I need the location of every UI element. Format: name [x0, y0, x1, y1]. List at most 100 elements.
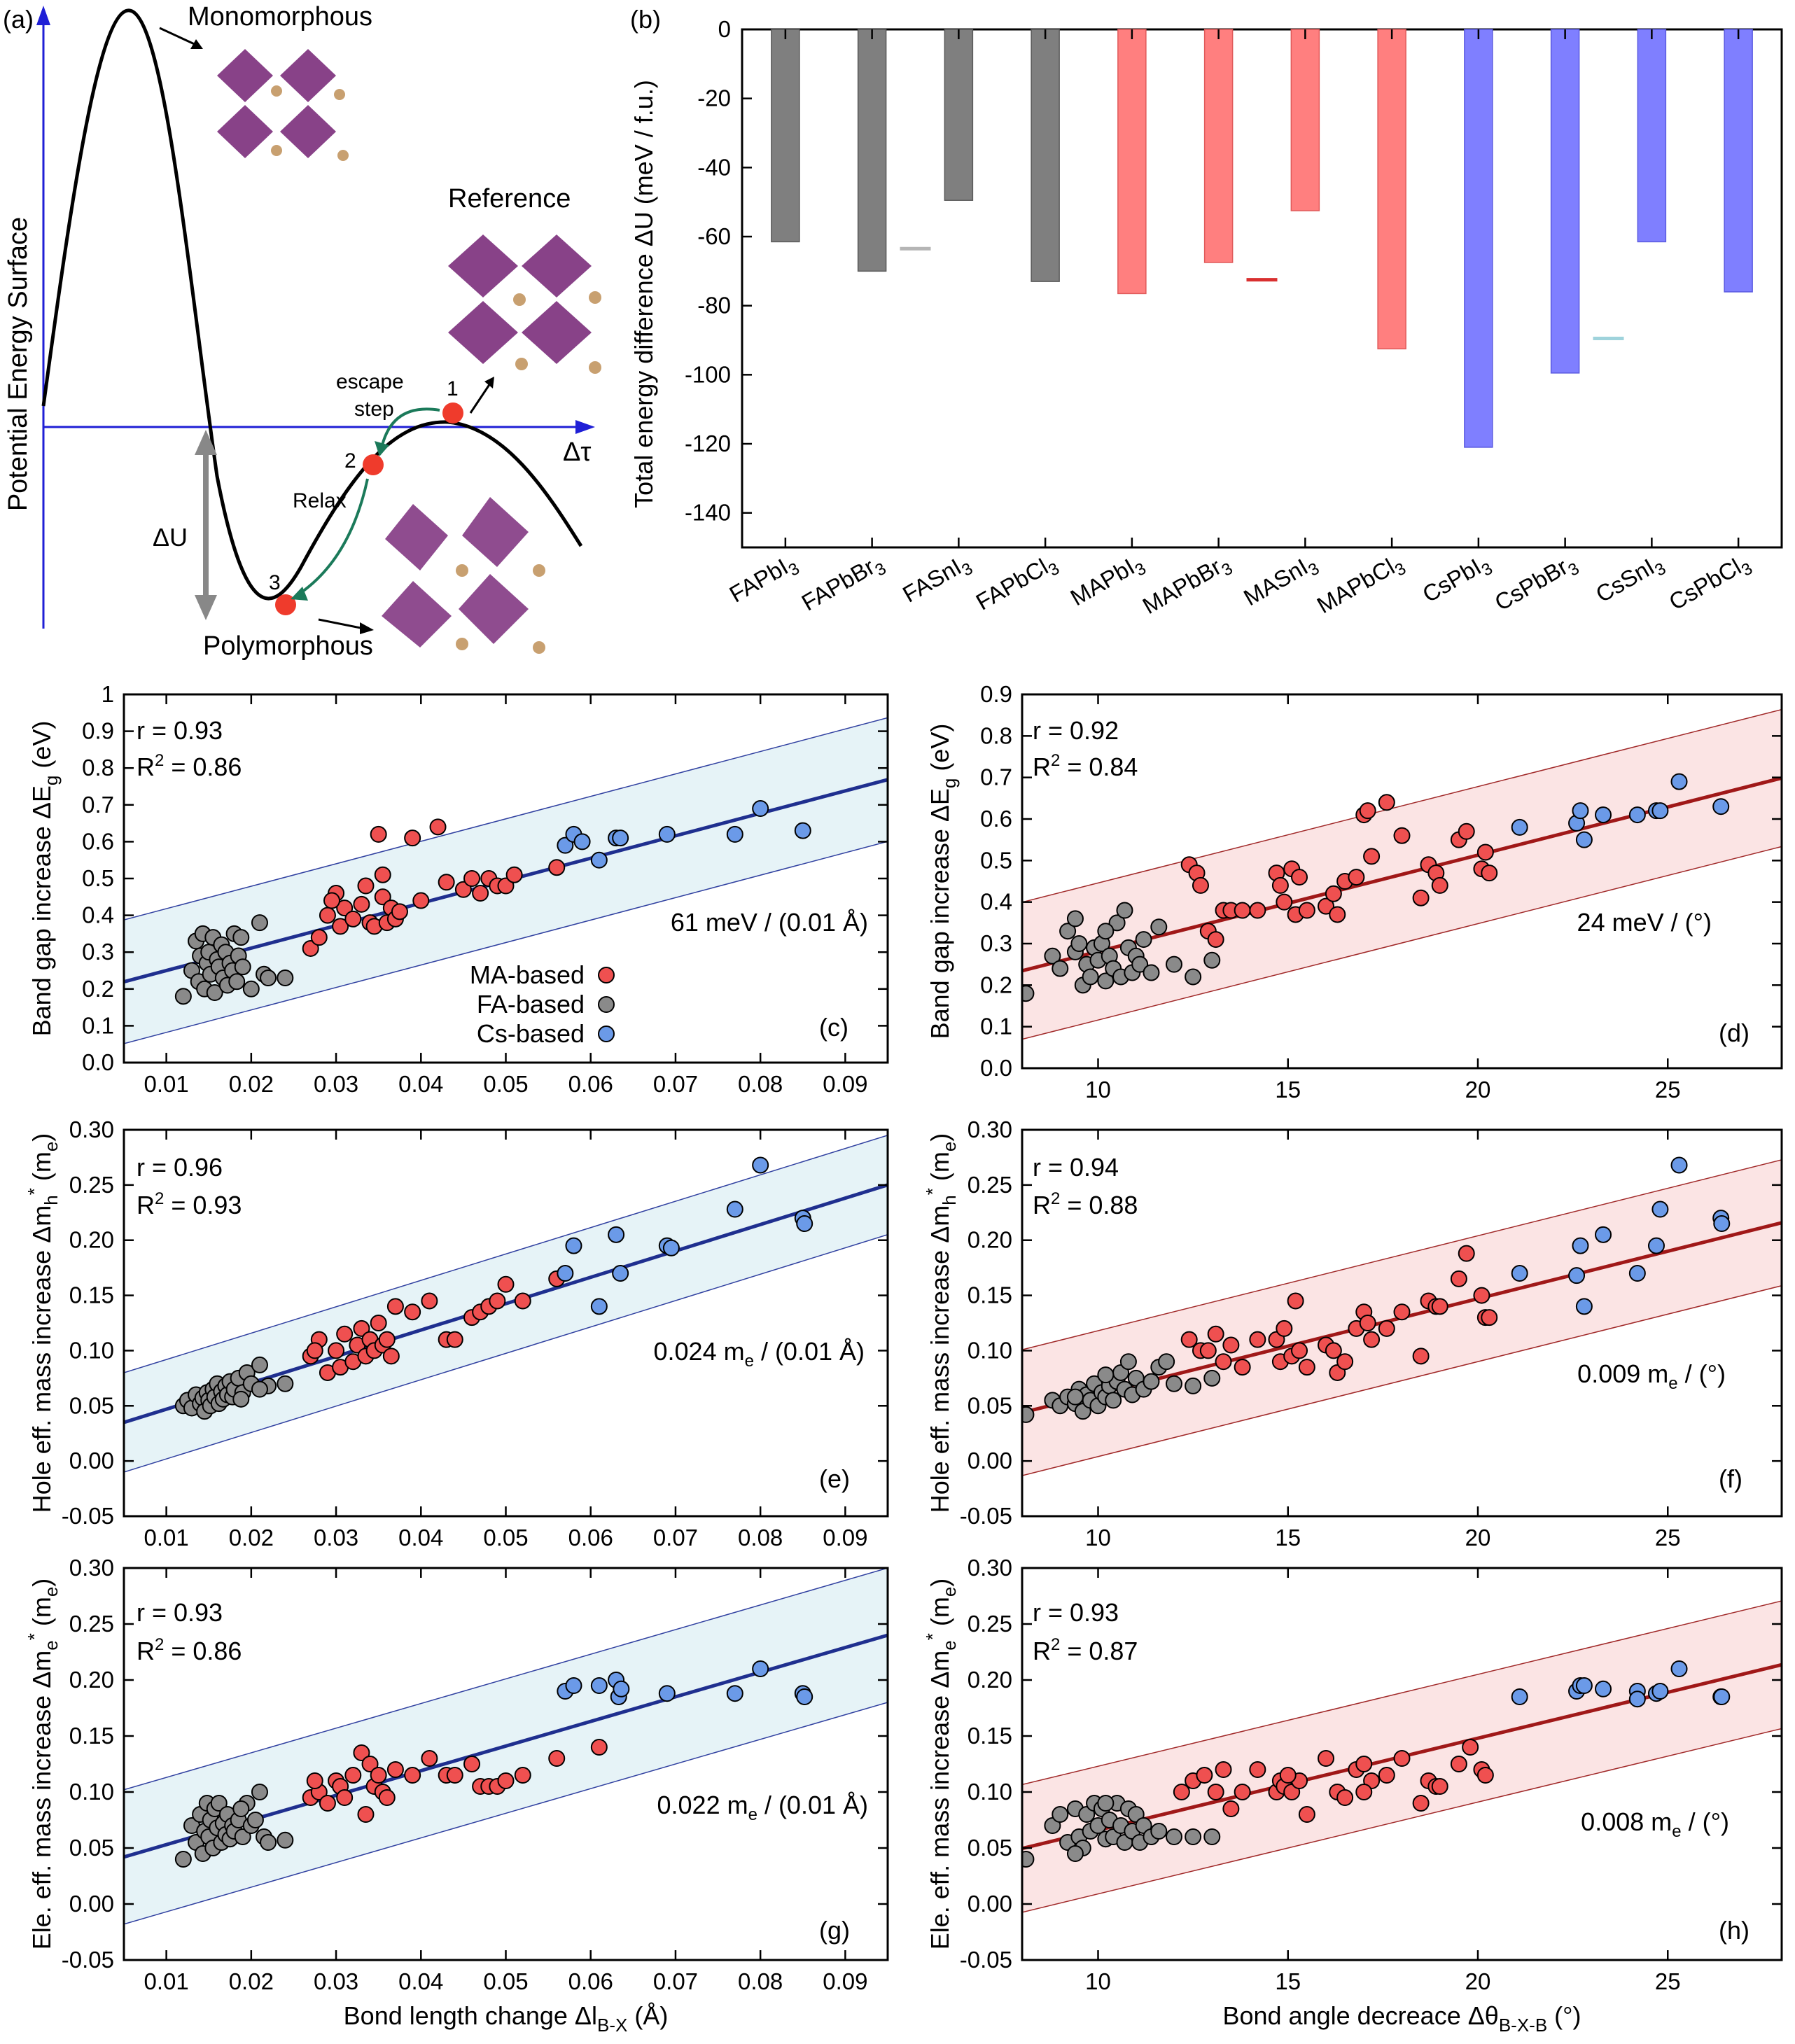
- data-point-Cs: [1651, 1200, 1669, 1218]
- panel-b-ytick-label: -100: [685, 361, 731, 387]
- ylabel-sub: g: [939, 778, 960, 788]
- xtick-label: 0.09: [823, 1071, 867, 1097]
- ylabel-sub: h: [41, 1195, 62, 1205]
- slope-sub: e: [1668, 1374, 1677, 1393]
- r2-sup: 2: [155, 1189, 164, 1208]
- data-point-Cs: [726, 1200, 743, 1218]
- data-point-FA: [1166, 1828, 1182, 1845]
- step-1-label: 1: [447, 377, 459, 400]
- data-point-FA: [1022, 1851, 1035, 1868]
- panel-e-ylabel: Hole eff. mass increase Δmh* (me): [24, 1133, 62, 1513]
- data-point-Cs: [1713, 1215, 1731, 1233]
- data-point-Cs: [752, 1660, 769, 1677]
- relax-arrowhead: [291, 587, 308, 601]
- legend-label-FA: FA-based: [477, 990, 585, 1018]
- data-point-Cs: [565, 1237, 582, 1254]
- panel-b-ytick-label: 0: [718, 16, 731, 42]
- ytick-label: 0.15: [968, 1282, 1012, 1308]
- data-point-MA: [1291, 869, 1308, 886]
- data-point-FA: [1158, 1353, 1175, 1371]
- r2-sup: 2: [1051, 751, 1060, 770]
- data-point-MA: [429, 818, 447, 836]
- panel-b-ylabel: Total energy difference ΔU (meV / f.u.): [629, 80, 658, 508]
- slope-annotation: 24 meV / (°): [1577, 908, 1712, 937]
- ylabel-main: Ele. eff. mass increase Δm: [27, 1651, 56, 1950]
- data-point-FA: [1131, 955, 1149, 973]
- data-point-MA: [454, 881, 472, 898]
- legend-marker-MA: [598, 967, 615, 983]
- data-point-FA: [1044, 947, 1061, 965]
- band-upper-edge: [124, 1135, 888, 1373]
- ytick-label: 0.00: [69, 1891, 114, 1917]
- monomorphous-label: Monomorphous: [188, 2, 372, 31]
- ylabel-main: Ele. eff. mass increase Δm: [926, 1651, 954, 1950]
- ytick-label: 0.0: [82, 1049, 114, 1075]
- correlation-r: r = 0.93: [137, 1598, 223, 1627]
- ytick-label: 0.05: [968, 1392, 1012, 1418]
- r2-main: R: [1033, 1191, 1051, 1219]
- panel-g-scatter: 0.01 0.02 0.03 0.04 0.05 0.06 0.07 0.08 0.09 -0.0…: [24, 1555, 889, 2036]
- xtick-label: 25: [1655, 1077, 1681, 1102]
- data-point-MA: [1279, 1767, 1297, 1784]
- data-point-MA: [1207, 931, 1224, 948]
- relax-arrow: [296, 478, 369, 596]
- xtick-label: 0.05: [483, 1968, 528, 1994]
- ylabel-tail-sub: e: [41, 1142, 62, 1152]
- data-point-MA: [1234, 1784, 1251, 1800]
- data-point-Cs: [1628, 1690, 1646, 1708]
- escape-arrow: [380, 407, 440, 449]
- panel-f-plot-area: [1022, 1156, 1782, 1476]
- data-point-MA: [370, 1767, 387, 1784]
- data-point-MA: [421, 1750, 438, 1767]
- data-point-MA: [1393, 1303, 1411, 1321]
- legend-label-Cs: Cs-based: [477, 1019, 585, 1048]
- data-point-Cs: [1595, 1226, 1612, 1243]
- data-point-MA: [302, 939, 319, 957]
- r2-sup: 2: [1051, 1189, 1060, 1208]
- data-point-Cs: [608, 1226, 625, 1243]
- ytick-label: 0.20: [968, 1227, 1012, 1253]
- data-point-FA: [1070, 935, 1088, 952]
- ytick-label: 0.20: [69, 1227, 114, 1253]
- panel-b-ytick-label: -20: [697, 85, 731, 111]
- data-point-MA: [497, 1772, 515, 1789]
- bar-CsPbBr3: [1550, 29, 1580, 374]
- data-point-MA: [382, 1348, 400, 1365]
- ytick-label: 0.3: [82, 939, 114, 965]
- ylabel-sup: *: [922, 1633, 943, 1640]
- panel-f-frame: [1021, 1128, 1783, 1518]
- data-point-Cs: [1595, 1680, 1612, 1698]
- panel-b-ytick-label: -40: [697, 154, 731, 180]
- category-base: FASnI: [898, 554, 965, 608]
- ytick-label: 0.20: [69, 1667, 114, 1693]
- ytick-label: 0.5: [980, 847, 1012, 873]
- data-point-FA: [1116, 902, 1133, 919]
- data-point-MA: [514, 1767, 531, 1784]
- data-point-Cs: [590, 1298, 608, 1315]
- category-base: MAPbCl: [1313, 554, 1399, 619]
- ytick-label: -0.05: [960, 1947, 1012, 1973]
- data-point-FA: [1022, 1406, 1035, 1423]
- xtick-label: 25: [1655, 1968, 1681, 1994]
- panel-h-letter: (h): [1719, 1916, 1749, 1945]
- ylabel-tail: (eV): [27, 721, 56, 776]
- monomorphous-crystal: [217, 49, 349, 161]
- data-point-MA: [1249, 902, 1266, 919]
- slope-tail: / (0.01 Å): [754, 1337, 865, 1366]
- ylabel-sub: e: [41, 1640, 62, 1650]
- data-point-MA: [1393, 1750, 1411, 1767]
- panel-b-category-label: FAPbCl3: [972, 549, 1063, 620]
- data-point-MA: [1222, 1336, 1240, 1354]
- panel-c-ylabel: Band gap increase ΔEg (eV): [27, 721, 62, 1037]
- data-point-FA: [1097, 972, 1115, 990]
- data-point-MA: [319, 1795, 336, 1812]
- r2-tail: = 0.88: [1060, 1191, 1138, 1219]
- ylabel-close: ): [27, 1133, 56, 1142]
- data-point-MA: [1199, 1342, 1217, 1359]
- data-point-MA: [463, 870, 481, 887]
- category-base: MAPbI: [1066, 554, 1139, 611]
- ylabel-sup: *: [24, 1188, 45, 1195]
- data-point-MA: [353, 1320, 370, 1337]
- slope-annotation: 0.008 me / (°): [1581, 1807, 1729, 1841]
